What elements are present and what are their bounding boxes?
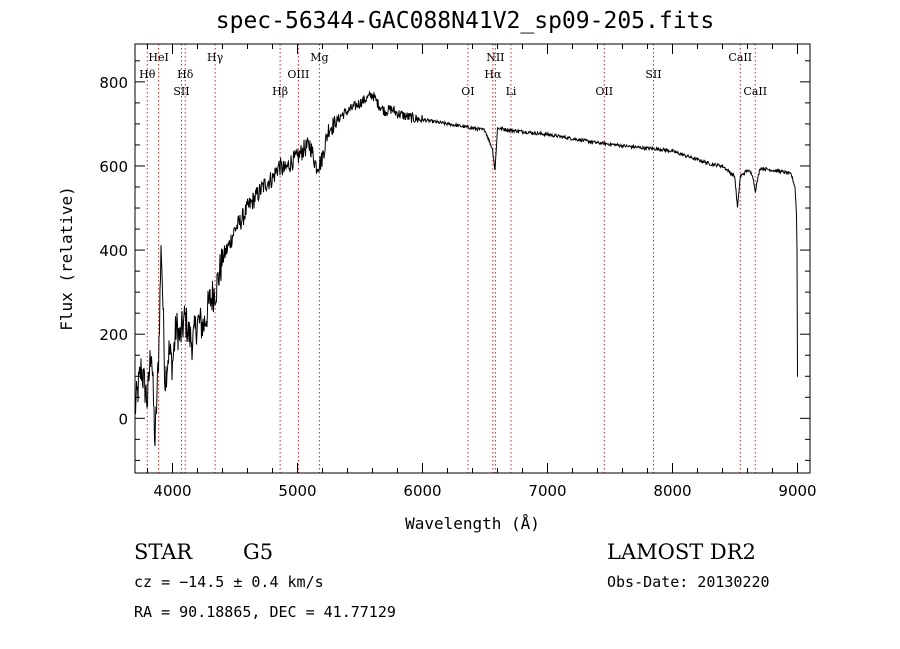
spectral-line-label: Mg [310,51,328,64]
spectral-line-label: Hα [484,68,502,81]
spectral-line-label: CaII [743,85,767,98]
spectral-line-label: NII [486,51,504,64]
y-tick-label: 600 [99,158,128,176]
subclass: G5 [243,540,274,564]
spectral-line-label: CaII [728,51,752,64]
spectral-line-label: Hγ [207,51,224,64]
x-tick-label: 9000 [778,482,816,500]
spectral-line-label: Hθ [139,68,156,81]
x-axis-label: Wavelength (Å) [405,514,540,533]
spectral-line-label: HeI [148,51,168,64]
obs-date: Obs-Date: 20130220 [607,573,770,591]
x-tick-label: 6000 [403,482,441,500]
spectrum-series-line [134,90,798,447]
spectral-line-label: OII [595,85,613,98]
plot-frame [134,43,811,474]
spectral-line-label: SII [645,68,661,81]
x-tick-label: 8000 [653,482,691,500]
x-tick-label: 5000 [278,482,316,500]
spectral-line-label: OIII [287,68,309,81]
spectral-line-label: Hδ [177,68,194,81]
y-tick-label: 400 [99,242,128,260]
chart-title: spec-56344-GAC088N41V2_sp09-205.fits [215,8,715,34]
y-tick-label: 800 [99,74,128,92]
y-tick-label: 0 [118,410,128,428]
spectral-line-label: Li [506,85,517,98]
spectral-line-label: Hβ [272,85,288,98]
spectral-line-label: OI [461,85,474,98]
spectral-line-label: SII [173,85,189,98]
coordinates: RA = 90.18865, DEC = 41.77129 [134,603,396,621]
cz-value: cz = −14.5 ± 0.4 km/s [134,573,324,591]
survey-label: LAMOST DR2 [607,540,756,564]
y-axis-label: Flux (relative) [57,186,76,331]
y-tick-label: 200 [99,326,128,344]
x-tick-label: 7000 [528,482,566,500]
object-type: STAR [134,540,193,564]
x-tick-label: 4000 [153,482,191,500]
